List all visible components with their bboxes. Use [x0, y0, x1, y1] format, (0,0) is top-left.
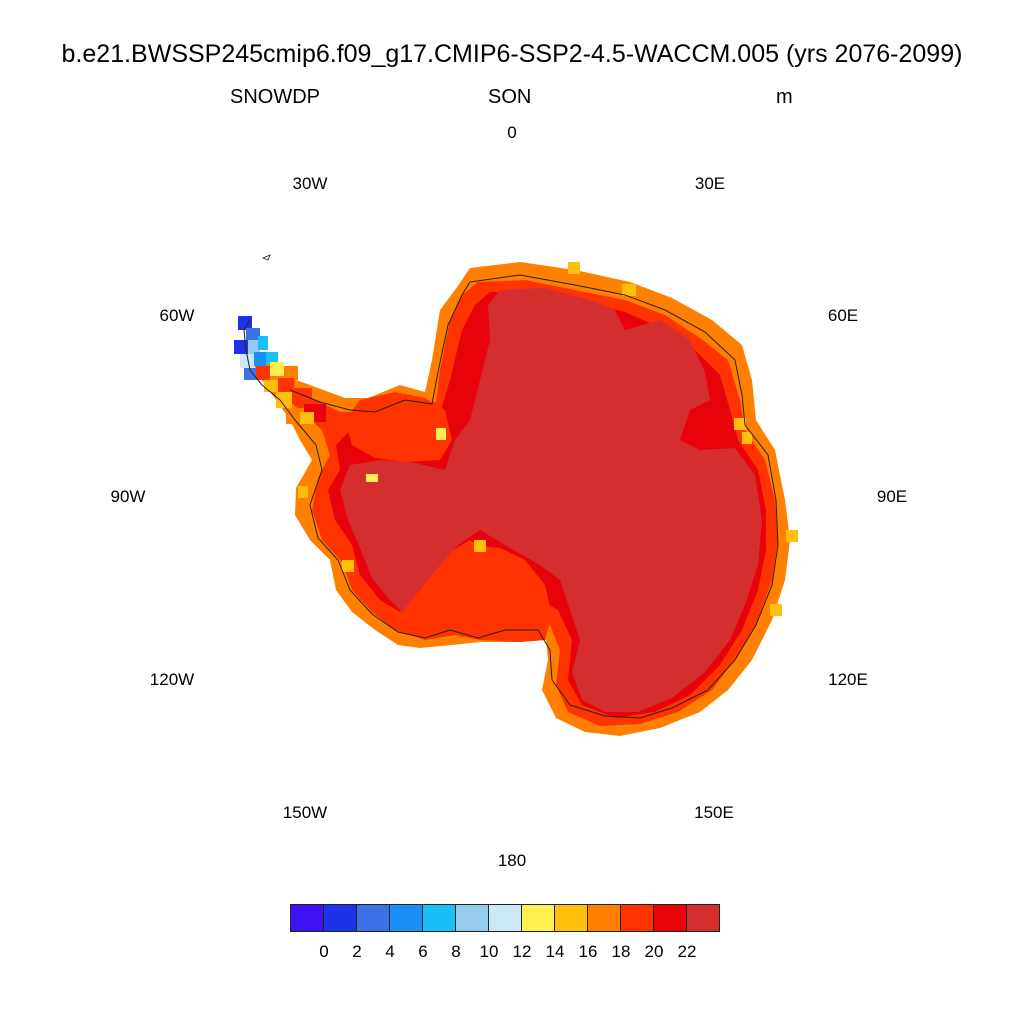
colorbar-swatch — [488, 904, 522, 932]
coastal-cell — [298, 486, 308, 498]
coastal-cell — [622, 284, 636, 296]
peninsula-cell — [254, 352, 266, 366]
coastal-cell — [436, 428, 446, 440]
colorbar-tick-label: 16 — [579, 942, 598, 962]
island-outline — [263, 255, 270, 260]
peninsula-cell — [270, 362, 284, 376]
antarctic-peninsula — [234, 316, 326, 424]
colorbar-swatch — [356, 904, 390, 932]
colorbar-tick-label: 12 — [513, 942, 532, 962]
colorbar-swatch — [686, 904, 720, 932]
lon-label-120e: 120E — [828, 670, 868, 690]
coastal-cell — [474, 540, 486, 552]
colorbar-tick-label: 0 — [319, 942, 328, 962]
colorbar-tick-label: 18 — [612, 942, 631, 962]
colorbar-swatch — [521, 904, 555, 932]
lon-label-150w: 150W — [283, 803, 327, 823]
colorbar-swatch — [587, 904, 621, 932]
coastal-cell — [742, 432, 752, 444]
lon-label-90e: 90E — [877, 487, 907, 507]
lon-label-180: 180 — [498, 851, 526, 871]
peninsula-cell — [284, 366, 298, 380]
peninsula-cell — [278, 378, 294, 392]
colorbar-swatch — [620, 904, 654, 932]
lon-label-60e: 60E — [828, 306, 858, 326]
peninsula-cell — [264, 380, 278, 392]
lon-label-60w: 60W — [160, 306, 195, 326]
coastal-cell — [342, 560, 354, 572]
peninsula-cell — [256, 366, 270, 380]
colorbar-tick-label: 8 — [451, 942, 460, 962]
lon-label-150e: 150E — [694, 803, 734, 823]
colorbar-tick-label: 20 — [645, 942, 664, 962]
peninsula-cell — [292, 388, 312, 404]
colorbar-tick-label: 2 — [352, 942, 361, 962]
coastal-cell — [568, 262, 580, 274]
colorbar-tick-label: 6 — [418, 942, 427, 962]
lon-label-30e: 30E — [695, 174, 725, 194]
coastal-cell — [300, 412, 314, 424]
coastal-cell — [770, 604, 782, 616]
colorbar-tick-label: 4 — [385, 942, 394, 962]
colorbar-tick-label: 22 — [678, 942, 697, 962]
colorbar-swatch — [290, 904, 324, 932]
colorbar — [290, 904, 719, 932]
colorbar-swatch — [323, 904, 357, 932]
colorbar-swatch — [653, 904, 687, 932]
lon-label-90w: 90W — [111, 487, 146, 507]
colorbar-tick-label: 14 — [546, 942, 565, 962]
peninsula-cell — [246, 328, 260, 340]
peninsula-cell — [258, 336, 268, 350]
coastal-cell — [786, 530, 798, 542]
colorbar-swatch — [389, 904, 423, 932]
lon-label-120w: 120W — [150, 670, 194, 690]
lon-label-0: 0 — [507, 123, 516, 143]
colorbar-tick-label: 10 — [480, 942, 499, 962]
coastal-cell — [366, 474, 378, 482]
colorbar-swatch — [422, 904, 456, 932]
colorbar-swatch — [554, 904, 588, 932]
lon-label-30w: 30W — [293, 174, 328, 194]
colorbar-swatch — [455, 904, 489, 932]
